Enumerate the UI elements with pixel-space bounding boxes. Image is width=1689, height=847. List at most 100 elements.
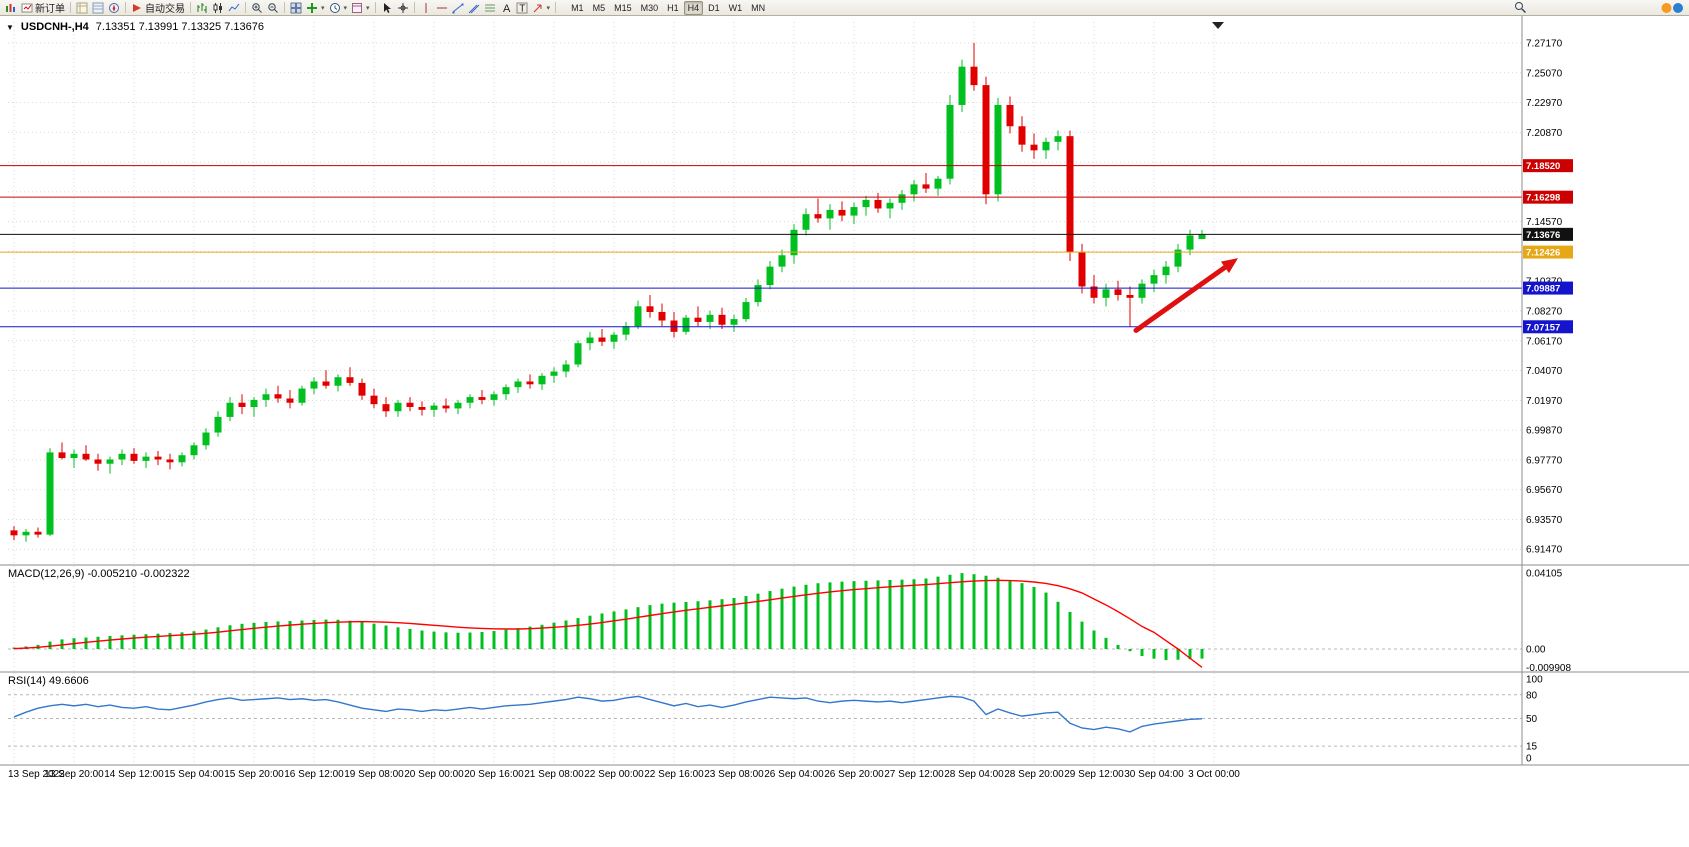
timeframe-m1-button[interactable]: M1 bbox=[571, 2, 584, 13]
date-label: 3 Oct 00:00 bbox=[1188, 769, 1240, 780]
horizontal-line-tool-button[interactable] bbox=[434, 1, 450, 14]
text-tool-button[interactable]: A bbox=[498, 1, 514, 14]
candle-body bbox=[922, 184, 930, 189]
separators bbox=[0, 16, 1689, 766]
candle-body bbox=[1030, 144, 1038, 151]
chevron-down-icon: ▾ bbox=[321, 4, 325, 12]
trendline-tool-button[interactable] bbox=[450, 1, 466, 14]
candle-body bbox=[1138, 283, 1146, 298]
auto-trading-button[interactable]: 自动交易 bbox=[129, 1, 187, 15]
periods-button[interactable]: ▾ bbox=[327, 1, 350, 14]
candlestick-mode-button[interactable] bbox=[210, 1, 226, 14]
price-label: 6.99870 bbox=[1526, 426, 1563, 437]
candle-body bbox=[1114, 289, 1122, 295]
crosshair-tool-button[interactable] bbox=[395, 1, 411, 14]
new-chart-button[interactable] bbox=[3, 1, 19, 14]
market-watch-button[interactable] bbox=[74, 1, 90, 14]
chart-canvas: 7.271707.250707.229707.208707.145707.103… bbox=[0, 16, 1689, 780]
candle-body bbox=[166, 459, 174, 463]
fibonacci-tool-button[interactable] bbox=[482, 1, 498, 14]
arrow-shaft bbox=[1133, 264, 1228, 333]
line-chart-mode-button[interactable] bbox=[226, 1, 242, 14]
bar-chart-mode-button[interactable] bbox=[194, 1, 210, 14]
date-label: 26 Sep 04:00 bbox=[764, 769, 824, 780]
templates-button[interactable]: ▾ bbox=[349, 1, 372, 14]
candle-body bbox=[514, 381, 522, 388]
candle-body bbox=[982, 85, 990, 195]
indicators-button[interactable]: ▾ bbox=[304, 1, 327, 14]
candle-body bbox=[754, 285, 762, 303]
toolbar-separator bbox=[190, 2, 191, 13]
text-icon: A bbox=[503, 3, 511, 14]
new-order-button[interactable]: 新订单 bbox=[19, 1, 67, 15]
candle-body bbox=[814, 214, 822, 219]
price-badge bbox=[1523, 159, 1573, 173]
zoom-out-icon bbox=[268, 2, 278, 13]
timeframe-h4-button[interactable]: H4 bbox=[683, 0, 704, 15]
candle-body bbox=[1066, 136, 1074, 253]
toolbar-separator bbox=[245, 2, 246, 13]
candle-body bbox=[370, 395, 378, 405]
search-icon bbox=[1515, 2, 1527, 14]
trend-arrow[interactable] bbox=[1133, 258, 1238, 333]
data-window-button[interactable] bbox=[90, 1, 106, 14]
chevron-down-icon: ▾ bbox=[366, 4, 370, 12]
candle-body bbox=[826, 209, 834, 219]
candle-body bbox=[1042, 141, 1050, 151]
price-label: 6.93570 bbox=[1526, 515, 1563, 526]
market-watch-icon bbox=[76, 2, 88, 13]
timeframe-m15-button[interactable]: M15 bbox=[614, 2, 632, 13]
price-badge-label: 7.12426 bbox=[1526, 248, 1560, 259]
search-button[interactable] bbox=[1512, 1, 1529, 14]
chart-shift-marker[interactable] bbox=[1212, 22, 1224, 29]
zoom-out-button[interactable] bbox=[265, 1, 281, 14]
date-label: 27 Sep 12:00 bbox=[884, 769, 944, 780]
label-tool-button[interactable]: T bbox=[514, 1, 530, 14]
timeframe-mn-button[interactable]: MN bbox=[751, 2, 766, 13]
navigator-button[interactable] bbox=[106, 1, 122, 14]
cursor-tool-button[interactable] bbox=[379, 1, 395, 14]
candle-body bbox=[382, 404, 390, 412]
timeframe-w1-button[interactable]: W1 bbox=[728, 2, 743, 13]
candle-body bbox=[790, 229, 798, 256]
candle-body bbox=[526, 381, 534, 385]
date-label: 23 Sep 08:00 bbox=[704, 769, 764, 780]
symbol-dropdown-icon[interactable]: ▼ bbox=[6, 22, 14, 32]
candle-body bbox=[1102, 289, 1110, 298]
date-label: 22 Sep 00:00 bbox=[584, 769, 644, 780]
price-label: 7.22970 bbox=[1526, 98, 1563, 109]
date-label: 28 Sep 04:00 bbox=[944, 769, 1004, 780]
timeframe-h1-button[interactable]: H1 bbox=[667, 2, 679, 13]
channel-tool-button[interactable] bbox=[466, 1, 482, 14]
timeframe-group: M1 M5 M15 M30 H1 H4 D1 W1 MN bbox=[567, 0, 769, 15]
zoom-in-button[interactable] bbox=[249, 1, 265, 14]
candle-body bbox=[802, 214, 810, 230]
candle-body bbox=[970, 66, 978, 86]
vertical-line-tool-button[interactable] bbox=[418, 1, 434, 14]
candle-body bbox=[874, 199, 882, 209]
candle-body bbox=[442, 405, 450, 409]
clock-icon bbox=[329, 2, 340, 13]
candle-body bbox=[718, 314, 726, 325]
candle-body bbox=[322, 381, 330, 386]
horizontal-level-lines[interactable] bbox=[0, 165, 1522, 328]
candle-body bbox=[946, 104, 954, 179]
candle-body bbox=[106, 459, 114, 464]
rsi-panel bbox=[8, 694, 1522, 747]
candle-body bbox=[706, 314, 714, 322]
timeframe-d1-button[interactable]: D1 bbox=[708, 2, 720, 13]
candle-body bbox=[1018, 126, 1026, 145]
macd-indicator-label: MACD(12,26,9) -0.005210 -0.002322 bbox=[8, 568, 190, 580]
price-scale[interactable]: 7.271707.250707.229707.208707.145707.103… bbox=[1526, 39, 1571, 765]
timeframe-m30-button[interactable]: M30 bbox=[640, 2, 659, 13]
candle-body bbox=[118, 453, 126, 460]
date-label: 29 Sep 12:00 bbox=[1064, 769, 1124, 780]
status-dots-icon bbox=[1661, 2, 1683, 13]
tile-windows-button[interactable] bbox=[288, 1, 304, 14]
candle-body bbox=[574, 343, 582, 365]
shapes-tool-button[interactable]: ▾ bbox=[530, 1, 553, 14]
timeframe-m5-button[interactable]: M5 bbox=[592, 2, 606, 13]
candle-body bbox=[334, 377, 342, 386]
price-label: 6.95670 bbox=[1526, 485, 1563, 496]
